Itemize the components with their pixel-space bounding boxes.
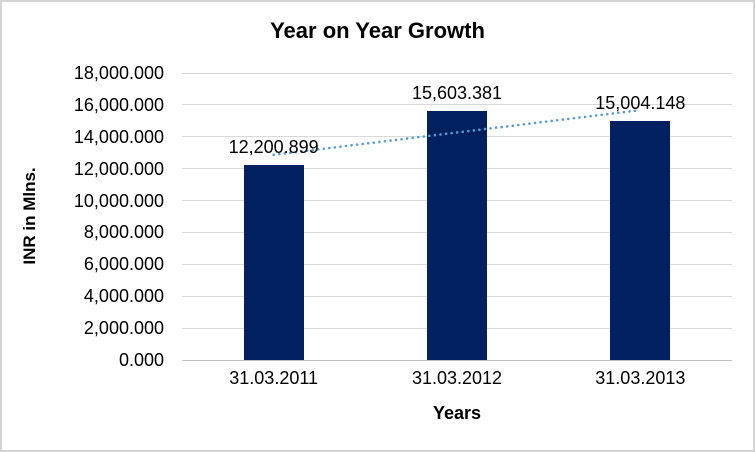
y-tick-label: 12,000.000	[73, 158, 164, 179]
bar-value-label: 15,603.381	[411, 83, 503, 104]
y-tick-label: 4,000.000	[83, 286, 164, 307]
y-tick-label: 16,000.000	[73, 94, 164, 115]
y-tick-label: 0.000	[118, 350, 164, 370]
y-tick-label: 2,000.000	[83, 318, 164, 339]
bar	[243, 165, 304, 360]
bar-value-label: 12,200.899	[228, 137, 319, 158]
y-tick-label: 14,000.000	[73, 126, 164, 147]
bar	[427, 111, 487, 360]
bar	[610, 120, 671, 360]
x-category-label: 31.03.2012	[411, 368, 503, 388]
x-category-label: 31.03.2013	[595, 368, 686, 388]
x-axis-line	[182, 359, 732, 361]
chart-title: Year on Year Growth	[270, 18, 485, 43]
y-tick-label: 6,000.000	[83, 254, 164, 275]
y-axis-title: INR in Mlns.	[20, 167, 39, 265]
bar-value-label: 15,004.148	[595, 92, 686, 113]
y-tick-label: 18,000.000	[73, 63, 164, 83]
x-axis-title: Years	[432, 403, 482, 423]
gridline	[182, 72, 732, 74]
y-tick-label: 8,000.000	[83, 222, 164, 243]
y-tick-label: 10,000.000	[73, 190, 164, 211]
gridline	[182, 104, 732, 106]
x-category-label: 31.03.2011	[229, 368, 319, 388]
